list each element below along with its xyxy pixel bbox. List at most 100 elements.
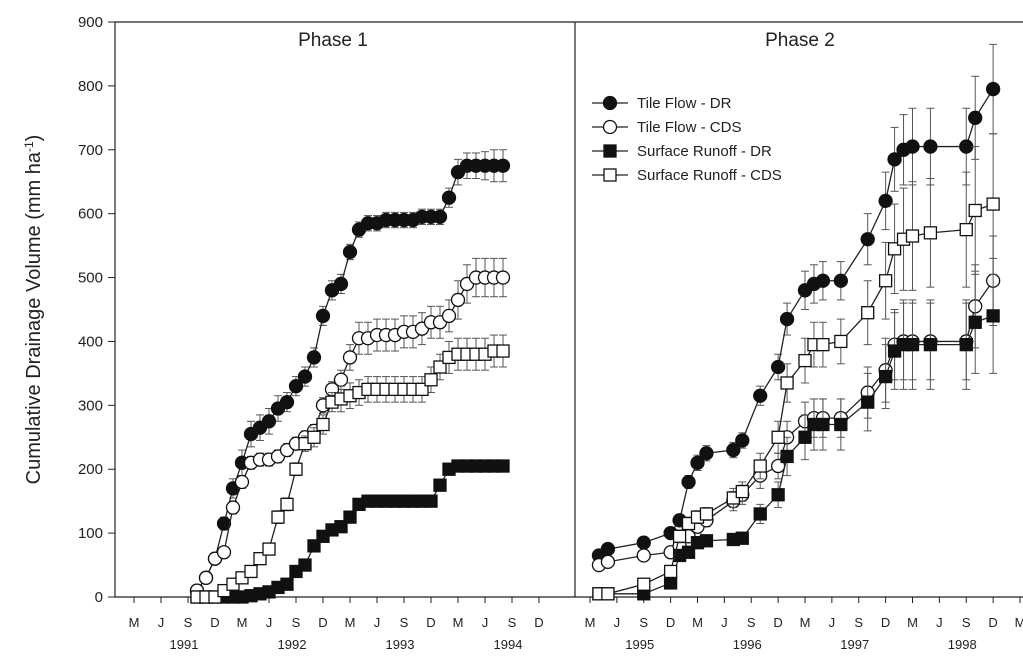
legend-label: Surface Runoff - DR: [637, 143, 772, 160]
data-point: [496, 459, 510, 473]
legend-entry: Tile Flow - CDS: [592, 119, 741, 136]
x-month-label: M: [453, 615, 464, 630]
data-point: [288, 379, 304, 394]
data-point: [959, 139, 974, 154]
series-layer: [189, 43, 1001, 604]
y-tick-label: 100: [78, 525, 103, 542]
x-year-label: 1998: [948, 637, 977, 652]
data-point: [690, 455, 705, 470]
x-month-label: M: [907, 615, 918, 630]
data-point: [663, 564, 678, 579]
data-point: [663, 576, 678, 590]
data-point: [968, 110, 983, 125]
x-month-label: M: [800, 615, 811, 630]
data-point: [905, 139, 920, 154]
series-surface-runoff-dr: [190, 459, 510, 604]
data-point: [959, 337, 973, 352]
x-month-label: M: [1015, 615, 1023, 630]
x-month-label: M: [237, 615, 248, 630]
series-tile-flow-cds: [591, 235, 1001, 573]
y-tick-label: 300: [78, 397, 103, 414]
data-point: [815, 273, 831, 288]
data-point: [905, 229, 920, 243]
panel-title: Phase 1: [298, 30, 368, 51]
x-month-label: M: [585, 615, 596, 630]
data-point: [279, 394, 295, 410]
data-point: [271, 510, 285, 524]
y-tick-label: 500: [78, 270, 103, 287]
x-month-label: J: [158, 615, 165, 630]
y-tick-label: 200: [78, 461, 103, 478]
series-tile-flow-cds: [189, 257, 511, 598]
series-surface-runoff-cds: [592, 133, 1000, 601]
x-month-label: D: [666, 615, 675, 630]
data-point: [297, 369, 313, 384]
data-point: [798, 430, 812, 444]
y-tick-label: 800: [78, 78, 103, 95]
x-year-label: 1997: [840, 637, 869, 652]
data-point: [878, 274, 893, 288]
x-year-label: 1992: [278, 637, 307, 652]
data-point: [681, 474, 696, 490]
data-point: [333, 276, 349, 292]
data-point: [753, 507, 767, 521]
x-month-label: S: [854, 615, 863, 630]
x-month-label: S: [292, 615, 301, 630]
x-year-label: 1996: [733, 637, 762, 652]
data-point: [735, 531, 749, 545]
x-month-label: S: [962, 615, 971, 630]
data-point: [735, 433, 750, 448]
data-point: [699, 446, 714, 461]
x-month-label: D: [534, 615, 543, 630]
data-point: [770, 359, 786, 375]
x-month-label: S: [747, 615, 756, 630]
data-point: [968, 203, 982, 218]
data-point: [441, 308, 457, 324]
data-point: [216, 516, 232, 531]
data-point: [600, 554, 616, 570]
data-point: [289, 462, 303, 476]
x-month-label: D: [881, 615, 890, 630]
data-point: [861, 306, 875, 320]
data-point: [771, 430, 785, 444]
data-point: [216, 545, 232, 560]
x-month-label: J: [721, 615, 728, 630]
data-point: [726, 442, 741, 458]
y-tick-label: 700: [78, 142, 103, 159]
data-point: [198, 570, 214, 585]
legend-entry: Surface Runoff - CDS: [592, 167, 782, 184]
data-point: [450, 292, 466, 308]
data-point: [834, 417, 848, 432]
x-year-label: 1991: [170, 637, 199, 652]
data-point: [699, 507, 714, 521]
legend-marker: [602, 95, 618, 111]
series-surface-runoff-cds: [190, 334, 510, 604]
data-point: [816, 417, 830, 432]
x-year-label: 1995: [625, 637, 654, 652]
x-year-label: 1993: [386, 637, 415, 652]
data-point: [780, 376, 794, 390]
x-month-label: S: [184, 615, 193, 630]
data-point: [298, 558, 312, 572]
x-month-label: J: [936, 615, 943, 630]
x-month-label: D: [318, 615, 327, 630]
data-point: [424, 373, 438, 387]
data-point: [316, 417, 330, 432]
legend-entry: Surface Runoff - DR: [592, 143, 772, 160]
data-point: [779, 311, 795, 327]
data-point: [699, 534, 714, 548]
data-point: [771, 488, 785, 502]
x-month-label: M: [692, 615, 703, 630]
y-axis-label: Cumulative Drainage Volume (mm ha-1): [22, 135, 45, 485]
data-point: [495, 158, 511, 173]
data-point: [234, 474, 250, 490]
data-point: [985, 81, 1001, 97]
data-point: [244, 564, 258, 579]
x-month-label: S: [639, 615, 648, 630]
data-point: [833, 273, 848, 288]
series-line: [196, 165, 503, 591]
legend-marker: [602, 119, 618, 135]
x-month-label: J: [374, 615, 381, 630]
data-point: [798, 353, 812, 368]
